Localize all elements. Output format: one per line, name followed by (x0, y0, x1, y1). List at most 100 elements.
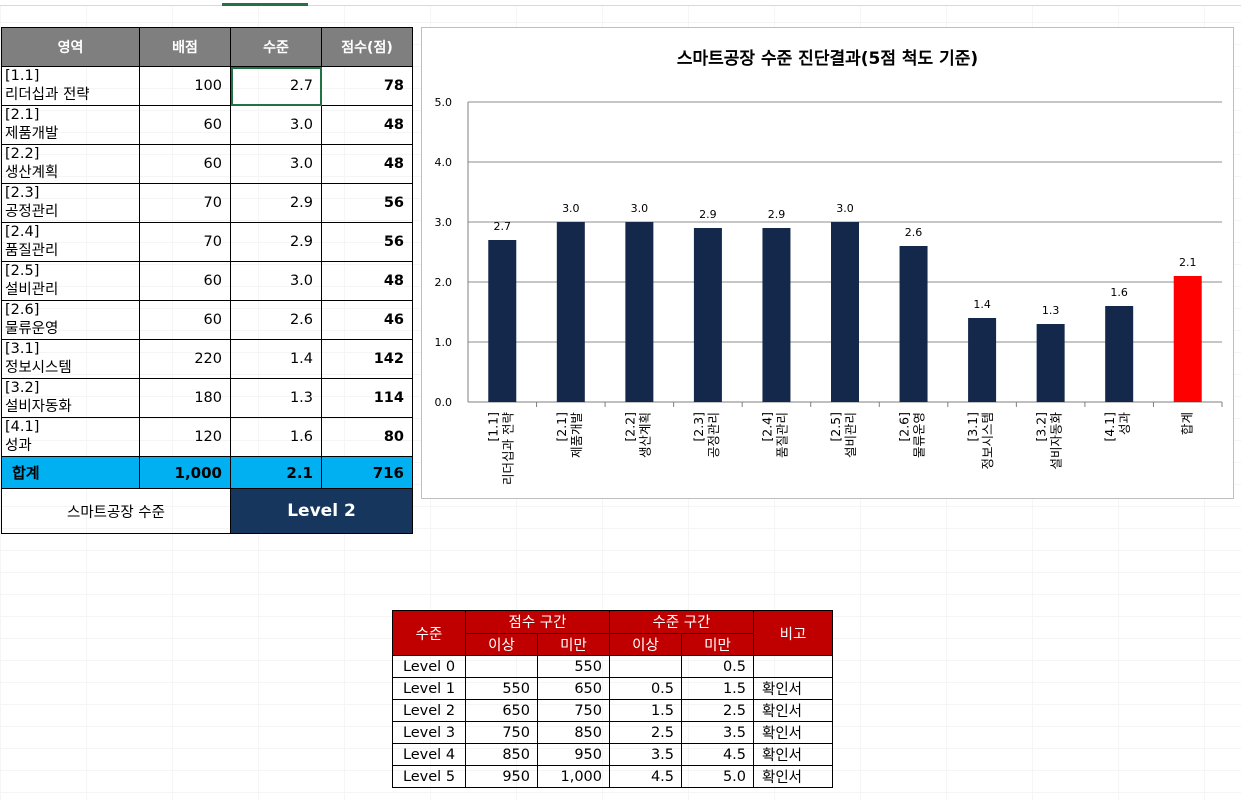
cell-score[interactable]: 80 (321, 417, 413, 457)
cell-area[interactable]: [2.4] 품질관리 (1, 222, 140, 262)
lvl-cell-range-from[interactable] (609, 655, 682, 678)
lvl-cell-range-to[interactable]: 1.5 (681, 677, 754, 700)
lvl-cell-score-to[interactable]: 950 (537, 743, 610, 766)
bar[interactable] (1036, 324, 1065, 402)
cell-level[interactable]: 3.0 (230, 144, 322, 184)
cell-level[interactable]: 2.9 (230, 183, 322, 223)
lvl-cell-range-to[interactable]: 5.0 (681, 765, 754, 788)
cell-weight[interactable]: 220 (139, 339, 231, 379)
lvl-cell-range-to[interactable]: 2.5 (681, 699, 754, 722)
lvl-cell-score-to[interactable]: 1,000 (537, 765, 610, 788)
lvl-sub-range-from[interactable]: 이상 (609, 632, 682, 656)
bar[interactable] (488, 240, 517, 402)
lvl-sub-score-to[interactable]: 미만 (537, 632, 610, 656)
cell-weight[interactable]: 60 (139, 261, 231, 301)
lvl-cell-range-to[interactable]: 4.5 (681, 743, 754, 766)
lvl-cell-score-from[interactable] (465, 655, 538, 678)
header-level[interactable]: 수준 (230, 27, 322, 67)
lvl-header-level[interactable]: 수준 (392, 610, 466, 656)
cell-level[interactable]: 3.0 (230, 105, 322, 145)
lvl-cell-level[interactable]: Level 0 (392, 655, 466, 678)
cell-weight[interactable]: 70 (139, 183, 231, 223)
cell-score[interactable]: 56 (321, 222, 413, 262)
lvl-sub-score-from[interactable]: 이상 (465, 632, 538, 656)
lvl-cell-note[interactable]: 확인서 (753, 721, 833, 744)
cell-weight[interactable]: 70 (139, 222, 231, 262)
cell-level[interactable]: 1.3 (230, 378, 322, 418)
lvl-cell-range-from[interactable]: 3.5 (609, 743, 682, 766)
smart-factory-level-label[interactable]: 스마트공장 수준 (1, 488, 231, 534)
lvl-cell-score-to[interactable]: 650 (537, 677, 610, 700)
cell-area[interactable]: [2.1] 제품개발 (1, 105, 140, 145)
total-score[interactable]: 716 (321, 456, 413, 489)
lvl-cell-range-to[interactable]: 3.5 (681, 721, 754, 744)
bar-total[interactable] (1173, 276, 1202, 402)
lvl-cell-range-from[interactable]: 1.5 (609, 699, 682, 722)
lvl-cell-score-from[interactable]: 650 (465, 699, 538, 722)
cell-area[interactable]: [3.2] 설비자동화 (1, 378, 140, 418)
header-score[interactable]: 점수(점) (321, 27, 413, 67)
lvl-cell-score-from[interactable]: 950 (465, 765, 538, 788)
cell-level[interactable]: 2.7 (230, 66, 322, 106)
lvl-cell-level[interactable]: Level 1 (392, 677, 466, 700)
lvl-cell-range-from[interactable]: 2.5 (609, 721, 682, 744)
cell-score[interactable]: 78 (321, 66, 413, 106)
header-weight[interactable]: 배점 (139, 27, 231, 67)
cell-area[interactable]: [3.1] 정보시스템 (1, 339, 140, 379)
cell-score[interactable]: 48 (321, 261, 413, 301)
lvl-cell-range-to[interactable]: 0.5 (681, 655, 754, 678)
cell-weight[interactable]: 120 (139, 417, 231, 457)
lvl-cell-note[interactable]: 확인서 (753, 765, 833, 788)
lvl-cell-score-to[interactable]: 850 (537, 721, 610, 744)
lvl-cell-level[interactable]: Level 5 (392, 765, 466, 788)
lvl-header-note[interactable]: 비고 (753, 610, 833, 656)
cell-weight[interactable]: 60 (139, 144, 231, 184)
cell-weight[interactable]: 180 (139, 378, 231, 418)
cell-score[interactable]: 46 (321, 300, 413, 340)
lvl-header-range[interactable]: 수준 구간 (609, 610, 754, 634)
bar[interactable] (762, 228, 791, 402)
cell-area[interactable]: [1.1] 리더십과 전략 (1, 66, 140, 106)
bar[interactable] (899, 246, 928, 402)
lvl-cell-range-from[interactable]: 4.5 (609, 765, 682, 788)
cell-score[interactable]: 114 (321, 378, 413, 418)
bar[interactable] (556, 222, 585, 402)
cell-score[interactable]: 142 (321, 339, 413, 379)
bar[interactable] (968, 318, 997, 402)
lvl-cell-level[interactable]: Level 4 (392, 743, 466, 766)
cell-area[interactable]: [2.2] 생산계획 (1, 144, 140, 184)
lvl-cell-note[interactable]: 확인서 (753, 677, 833, 700)
smart-factory-level-value[interactable]: Level 2 (230, 488, 413, 534)
lvl-cell-level[interactable]: Level 3 (392, 721, 466, 744)
lvl-cell-note[interactable]: 확인서 (753, 743, 833, 766)
lvl-cell-score-from[interactable]: 750 (465, 721, 538, 744)
cell-level[interactable]: 2.9 (230, 222, 322, 262)
total-label[interactable]: 합계 (1, 456, 140, 489)
bar[interactable] (831, 222, 859, 402)
bar[interactable] (1105, 306, 1134, 402)
lvl-cell-score-to[interactable]: 750 (537, 699, 610, 722)
cell-level[interactable]: 1.4 (230, 339, 322, 379)
lvl-cell-range-from[interactable]: 0.5 (609, 677, 682, 700)
lvl-cell-note[interactable] (753, 655, 833, 678)
lvl-cell-level[interactable]: Level 2 (392, 699, 466, 722)
lvl-cell-note[interactable]: 확인서 (753, 699, 833, 722)
chart-area[interactable]: 스마트공장 수준 진단결과(5점 척도 기준) 0.0 1.0 2.0 3.0 4.0 5… (421, 27, 1234, 499)
total-level[interactable]: 2.1 (230, 456, 322, 489)
cell-weight[interactable]: 60 (139, 105, 231, 145)
lvl-sub-range-to[interactable]: 미만 (681, 632, 754, 656)
cell-area[interactable]: [4.1] 성과 (1, 417, 140, 457)
cell-level[interactable]: 1.6 (230, 417, 322, 457)
cell-weight[interactable]: 100 (139, 66, 231, 106)
lvl-cell-score-to[interactable]: 550 (537, 655, 610, 678)
lvl-cell-score-from[interactable]: 850 (465, 743, 538, 766)
lvl-header-score[interactable]: 점수 구간 (465, 610, 610, 634)
lvl-cell-score-from[interactable]: 550 (465, 677, 538, 700)
cell-area[interactable]: [2.5] 설비관리 (1, 261, 140, 301)
cell-area[interactable]: [2.3] 공정관리 (1, 183, 140, 223)
total-weight[interactable]: 1,000 (139, 456, 231, 489)
header-area[interactable]: 영역 (1, 27, 140, 67)
cell-score[interactable]: 48 (321, 105, 413, 145)
cell-area[interactable]: [2.6] 물류운영 (1, 300, 140, 340)
cell-level[interactable]: 2.6 (230, 300, 322, 340)
